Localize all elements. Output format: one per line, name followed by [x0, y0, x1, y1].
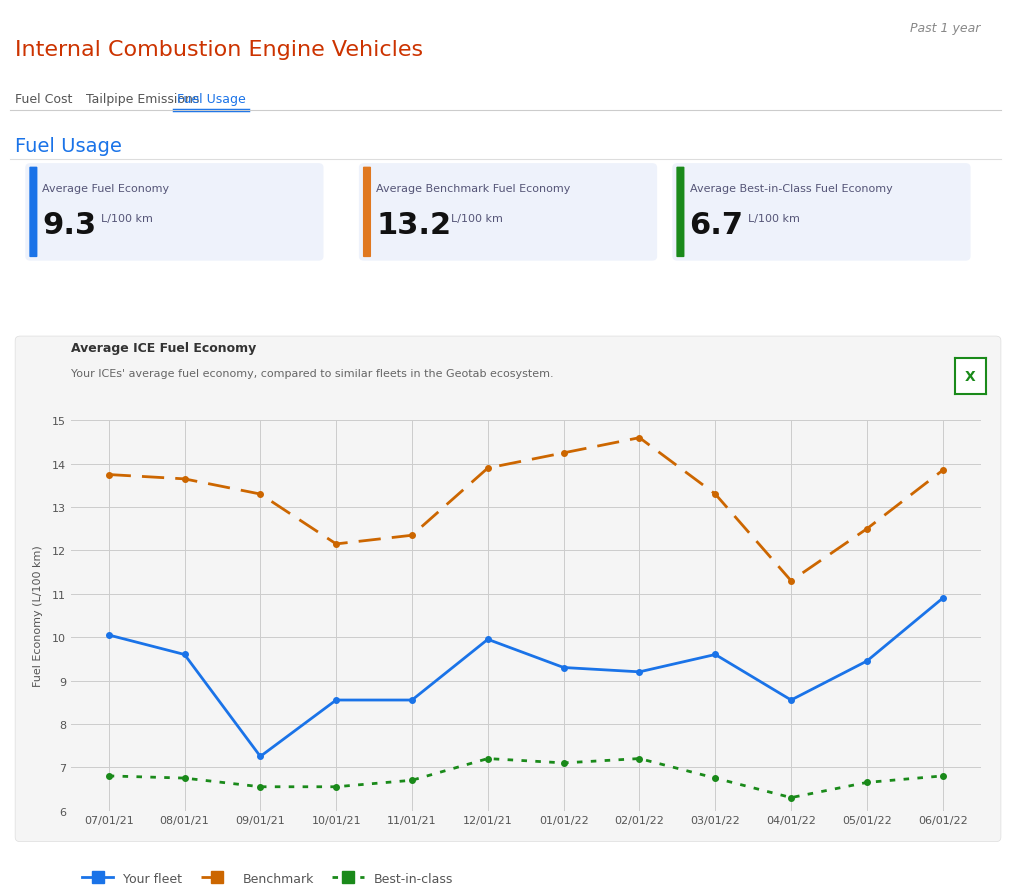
Text: 6.7: 6.7 — [690, 211, 743, 240]
Text: Fuel Usage: Fuel Usage — [177, 93, 246, 106]
Text: Tailpipe Emissions: Tailpipe Emissions — [86, 93, 199, 106]
Text: 13.2: 13.2 — [376, 211, 451, 240]
Text: Fuel Usage: Fuel Usage — [15, 137, 122, 156]
Text: L/100 km: L/100 km — [101, 214, 153, 223]
Text: X: X — [966, 369, 976, 384]
Text: L/100 km: L/100 km — [451, 214, 502, 223]
Text: Your ICEs' average fuel economy, compared to similar fleets in the Geotab ecosys: Your ICEs' average fuel economy, compare… — [71, 369, 553, 378]
Text: Average Best-in-Class Fuel Economy: Average Best-in-Class Fuel Economy — [690, 184, 893, 194]
Text: Fuel Cost: Fuel Cost — [15, 93, 73, 106]
Legend: Your fleet, Benchmark, Best-in-class: Your fleet, Benchmark, Best-in-class — [77, 867, 458, 886]
Text: Internal Combustion Engine Vehicles: Internal Combustion Engine Vehicles — [15, 40, 424, 60]
Text: Average Benchmark Fuel Economy: Average Benchmark Fuel Economy — [376, 184, 570, 194]
Y-axis label: Fuel Economy (L/100 km): Fuel Economy (L/100 km) — [33, 545, 43, 687]
Text: Average Fuel Economy: Average Fuel Economy — [42, 184, 170, 194]
Text: Average ICE Fuel Economy: Average ICE Fuel Economy — [71, 341, 256, 354]
Text: Past 1 year: Past 1 year — [910, 22, 981, 35]
Text: L/100 km: L/100 km — [748, 214, 800, 223]
Text: 9.3: 9.3 — [42, 211, 97, 240]
